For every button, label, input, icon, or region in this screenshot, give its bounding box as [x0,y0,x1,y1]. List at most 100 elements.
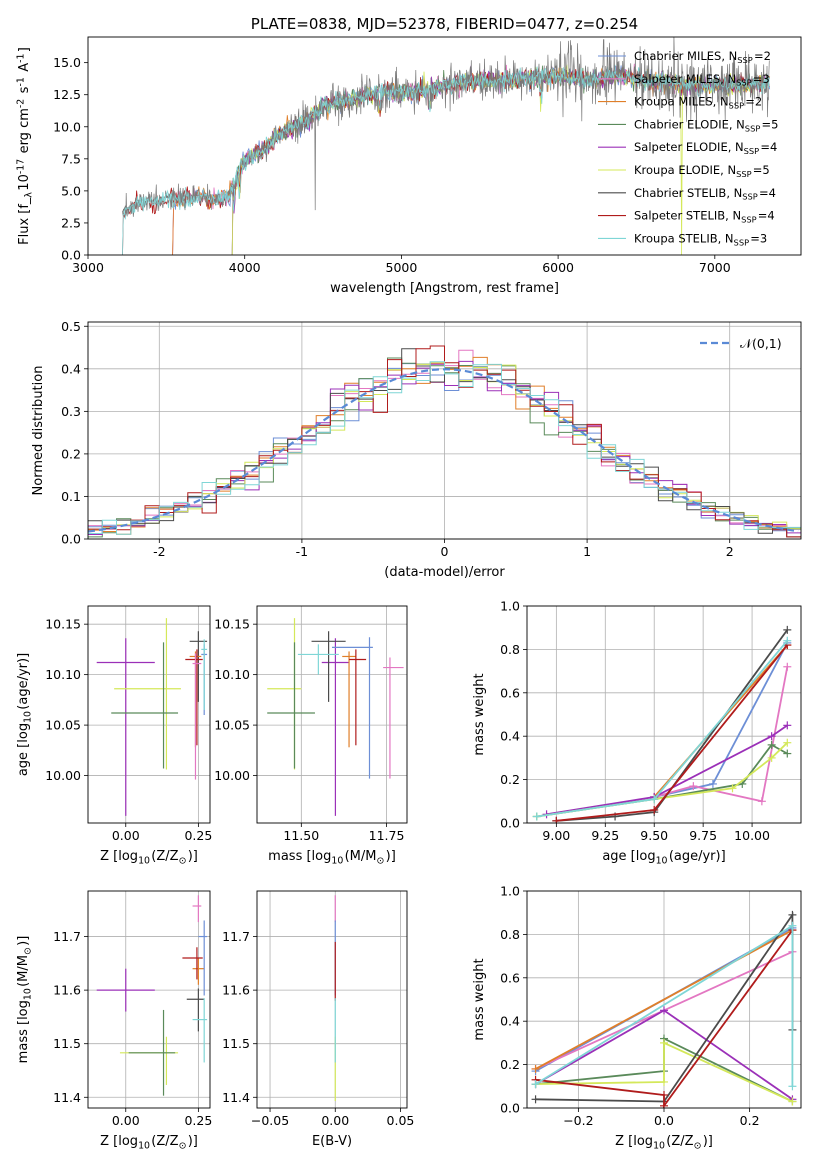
y-tick-label: 10.10 [214,667,250,682]
plot-area [531,910,797,1108]
y-tick-label: 10.10 [45,667,81,682]
plot-area [88,345,801,539]
y-tick-label: 10.05 [45,718,81,733]
legend-label: Salpeter MILES, NSSP =3 [634,72,770,88]
panel-residuals: -2 -1 0 1 2 0.0 0.1 0.2 0.3 0.4 0.5 (data-model)/er… [31,319,802,580]
axes-frame [87,605,211,824]
legend-label: 𝒩(0,1) [740,336,782,351]
axes-frame [526,605,802,824]
y-tick-label: 0.4 [500,1014,520,1029]
y-tick-label: 10.00 [45,768,81,783]
massweight-line [546,724,788,816]
axes-frame [256,605,408,824]
x-tick-label: -1 [296,544,308,559]
x-axis-label: age [log10 (age/yr)] [602,849,725,866]
spectrum-fit-line [122,67,770,216]
y-tick-label: 2.5 [61,215,81,230]
y-tick-label: 0.0 [61,532,81,547]
axes-frame [87,890,211,1109]
x-tick-label: 10.00 [734,828,770,843]
y-tick-label: 0.6 [500,970,520,985]
x-tick-label: 9.25 [591,828,619,843]
y-tick-label: 11.5 [222,1036,250,1051]
y-tick-label: 0.8 [500,642,520,657]
x-tick-label: 7000 [699,260,731,275]
panel-massweight-vs-Z: −0.2 0.0 0.2 0.0 0.2 0.4 0.6 0.8 1.0 Z [log10 (Z/… [472,884,802,1151]
x-axis-label: wavelength [Angstrom, rest frame] [330,281,559,296]
massweight-line [535,929,794,1108]
axes-frame [87,321,802,540]
panel-age-vs-Z: 0.00 0.25 10.00 10.05 10.10 10.15 Z [log10 (Z/… [16,605,212,866]
y-axis-label: mass weight [472,673,487,755]
y-tick-label: 0.3 [61,404,81,419]
y-tick-label: 0.4 [500,729,520,744]
x-tick-label: 9.75 [689,828,717,843]
y-tick-label: 0.0 [500,1101,520,1116]
panel-spectrum: 3000 4000 5000 6000 7000 0.0 2.5 5.0 7.5 10.0 12.5… [15,15,802,296]
y-axis-label: mass [log10 (M/M⊙ )] [16,936,33,1064]
x-tick-label: 0.25 [184,828,212,843]
y-tick-label: 15.0 [53,55,81,70]
normal-reference-curve [88,368,799,533]
legend: Chabrier MILES, NSSP =2 Salpeter MILES, N… [598,49,778,247]
panel-massweight-vs-age: 9.00 9.25 9.50 9.75 10.00 0.0 0.2 0.4 0.6 0.8 1.0 a… [472,599,802,866]
plot-area [267,618,404,816]
panel-mass-vs-Z: 0.00 0.25 11.4 11.5 11.6 11.7 Z [log10 (Z/Z⊙ )… [16,890,212,1151]
panel-mass-vs-EBV: −0.05 0.00 0.05 11.4 11.5 11.6 11.7 E(B-V) [222,890,414,1149]
legend-label: Kroupa STELIB, NSSP =3 [634,231,767,247]
y-tick-label: 0.8 [500,927,520,942]
x-tick-label: 2 [726,544,734,559]
plot-area [122,37,771,255]
legend-label: Salpeter STELIB, NSSP =4 [634,209,775,225]
legend-label: Kroupa ELODIE, NSSP =5 [634,163,770,179]
y-tick-label: 11.4 [222,1090,250,1105]
massweight-line [535,1041,793,1103]
y-tick-label: 11.7 [53,929,81,944]
y-tick-label: 10.0 [53,119,81,134]
x-axis-label: Z [log10 (Z/Z⊙ )] [100,1134,198,1151]
massweight-line [556,644,789,822]
axes-frame [256,890,408,1109]
y-tick-label: 5.0 [61,183,81,198]
y-tick-label: 11.4 [53,1090,81,1105]
y-tick-label: 0.0 [61,248,81,263]
y-tick-label: 0.6 [500,685,520,700]
x-tick-label: 0.00 [112,828,140,843]
x-tick-label: −0.2 [563,1113,593,1128]
x-tick-label: 11.75 [369,828,405,843]
massweight-line [536,640,788,818]
y-tick-label: 0.4 [61,361,81,376]
y-tick-label: 0.5 [61,319,81,334]
x-tick-label: 6000 [542,260,574,275]
y-tick-label: 0.0 [500,816,520,831]
x-tick-label: 5000 [386,260,418,275]
x-tick-label: 0.2 [740,1113,760,1128]
x-tick-label: −0.05 [251,1113,289,1128]
y-tick-label: 10.15 [214,617,250,632]
axes-frame [526,890,802,1109]
y-tick-label: 0.2 [500,1057,520,1072]
x-axis-label: Z [log10 (Z/Z⊙ )] [100,849,198,866]
x-axis-label: Z [log10 (Z/Z⊙ )] [615,1134,713,1151]
axes-frame [87,36,802,256]
legend-label: Chabrier MILES, NSSP =2 [634,49,771,65]
legend-label: Salpeter ELODIE, NSSP =4 [634,140,777,156]
y-tick-label: 11.6 [53,983,81,998]
massweight-line [535,929,793,1070]
y-tick-label: 11.5 [53,1036,81,1051]
x-tick-label: 9.00 [542,828,570,843]
y-tick-label: 10.05 [214,718,250,733]
y-tick-label: 11.7 [222,929,250,944]
plot-area [96,895,208,1096]
x-tick-label: 4000 [229,260,261,275]
chart-title: PLATE=0838, MJD=52378, FIBERID=0477, z=0… [251,15,638,33]
legend-label: Kroupa MILES, NSSP =2 [634,95,762,111]
x-tick-label: 11.50 [283,828,319,843]
massweight-line [536,743,788,818]
y-axis-label: mass weight [472,958,487,1040]
x-tick-label: -2 [153,544,165,559]
massweight-line [653,666,789,803]
x-axis-label: mass [log10 (M/M⊙ )] [268,849,396,866]
y-tick-label: 12.5 [53,87,81,102]
